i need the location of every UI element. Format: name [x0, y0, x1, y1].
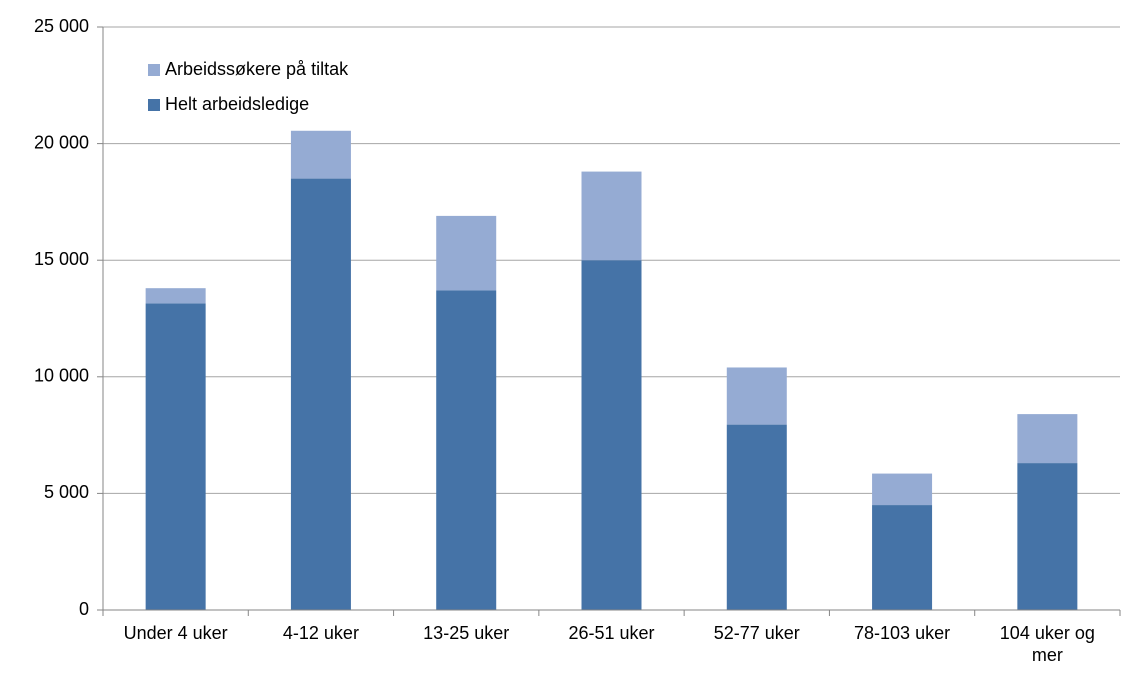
- y-tick-label: 0: [79, 599, 89, 619]
- y-tick-label: 20 000: [34, 132, 89, 152]
- legend-swatch: [148, 99, 160, 111]
- y-tick-label: 25 000: [34, 16, 89, 36]
- bar-segment: [436, 215, 497, 291]
- bar-segment: [436, 290, 497, 610]
- bar-segment: [1017, 414, 1078, 464]
- legend-label: Helt arbeidsledige: [165, 94, 309, 114]
- bar-segment: [145, 288, 206, 304]
- x-tick-label: 78-103 uker: [854, 623, 951, 643]
- bar-segment: [726, 367, 787, 425]
- bar-segment: [872, 505, 933, 610]
- x-tick-label: 13-25 uker: [423, 623, 510, 643]
- x-tick-label: 4-12 uker: [282, 623, 359, 643]
- bar-segment: [872, 473, 933, 506]
- bar-segment: [1017, 463, 1078, 610]
- x-tick-label: 26-51 uker: [568, 623, 655, 643]
- legend-label: Arbeidssøkere på tiltak: [165, 59, 349, 79]
- x-tick-label: Under 4 uker: [123, 623, 228, 643]
- bar-segment: [726, 424, 787, 610]
- legend-swatch: [148, 64, 160, 76]
- x-tick-label: 52-77 uker: [713, 623, 800, 643]
- bar-segment: [581, 171, 642, 261]
- x-tick-label: 104 uker og mer: [999, 623, 1095, 665]
- bar-segment: [290, 178, 351, 610]
- y-tick-label: 5 000: [44, 482, 89, 502]
- y-tick-label: 15 000: [34, 249, 89, 269]
- bar-segment: [145, 303, 206, 610]
- y-tick-label: 10 000: [34, 366, 89, 386]
- bar-segment: [290, 130, 351, 179]
- bar-segment: [581, 260, 642, 610]
